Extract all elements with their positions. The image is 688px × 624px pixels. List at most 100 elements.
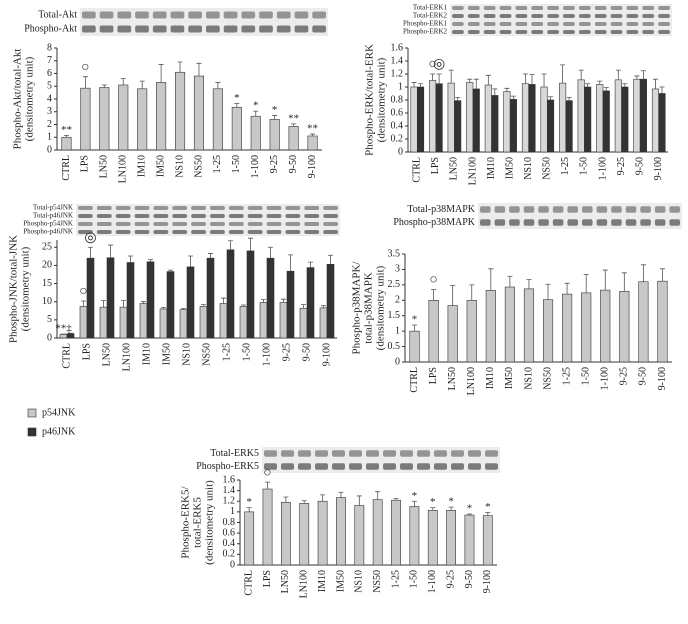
blot-band bbox=[206, 11, 220, 19]
blot-band bbox=[594, 14, 607, 18]
y-tick-label: 1.5 bbox=[388, 310, 401, 321]
blot-band bbox=[281, 463, 294, 470]
x-tick-label: IM10 bbox=[486, 157, 497, 179]
y-axis-label: Phospho-ERK/total-ERK bbox=[364, 44, 376, 156]
error-bar bbox=[578, 69, 584, 80]
blot-band bbox=[658, 30, 670, 34]
bar bbox=[86, 257, 95, 339]
bar bbox=[639, 78, 647, 153]
bar bbox=[472, 88, 480, 153]
blot-band bbox=[483, 22, 496, 26]
blot-band bbox=[228, 214, 244, 218]
error-bar bbox=[485, 74, 491, 86]
bar bbox=[503, 91, 511, 153]
y-axis-label: total-p38MAPK bbox=[363, 272, 375, 344]
error-bar bbox=[272, 115, 278, 120]
bar bbox=[657, 280, 668, 363]
error-bar bbox=[545, 283, 551, 300]
blot-band bbox=[210, 214, 225, 218]
y-axis-label: Phospho-JNK/total-JNK bbox=[8, 235, 20, 343]
blot-band bbox=[170, 11, 185, 19]
blot-band bbox=[480, 219, 491, 226]
blot-band bbox=[523, 219, 535, 226]
x-tick-label: LPS bbox=[80, 155, 91, 172]
blot-band bbox=[625, 219, 637, 226]
error-bar bbox=[455, 97, 461, 101]
blot-band bbox=[304, 230, 320, 234]
x-tick-label: CTRL bbox=[243, 570, 254, 596]
x-tick-label: NS10 bbox=[523, 157, 534, 180]
bar bbox=[409, 506, 420, 566]
blot-band bbox=[509, 206, 520, 213]
x-tick-label: LPS bbox=[430, 157, 441, 174]
legend-label: p54JNK bbox=[42, 407, 76, 418]
blot-band bbox=[452, 14, 464, 18]
blot-band bbox=[483, 30, 496, 34]
error-bar bbox=[560, 64, 566, 84]
error-bar bbox=[548, 96, 554, 100]
blot-band bbox=[99, 25, 114, 33]
annotation: ◎ bbox=[433, 57, 445, 72]
blot-band bbox=[626, 6, 639, 10]
annotation: * bbox=[234, 92, 240, 104]
y-tick-label: 0.6 bbox=[223, 527, 236, 538]
blot-band bbox=[640, 206, 651, 213]
x-tick-label: LN50 bbox=[101, 343, 112, 366]
blot-band bbox=[366, 463, 379, 470]
y-tick-label: 1.6 bbox=[223, 474, 236, 485]
y-tick-label: 0.6 bbox=[391, 107, 404, 118]
x-tick-label: IM10 bbox=[136, 155, 147, 177]
bar bbox=[523, 288, 535, 363]
bar bbox=[491, 95, 499, 153]
blot-band bbox=[285, 206, 301, 210]
bar bbox=[410, 86, 418, 153]
bar bbox=[354, 505, 365, 566]
bar bbox=[484, 84, 492, 153]
blot-band bbox=[485, 463, 498, 470]
error-bar bbox=[529, 74, 535, 85]
blot-band bbox=[191, 222, 206, 226]
error-bar bbox=[82, 76, 88, 89]
annotation: ** bbox=[307, 123, 318, 135]
x-tick-label: CTRL bbox=[61, 343, 72, 369]
error-bar bbox=[436, 73, 442, 84]
blot-band bbox=[563, 30, 575, 34]
error-bar bbox=[597, 80, 603, 85]
annotation: * bbox=[272, 104, 278, 116]
blot-band bbox=[191, 206, 206, 210]
x-tick-label: 1-50 bbox=[231, 155, 242, 173]
blot-band bbox=[582, 206, 593, 213]
error-bar bbox=[168, 269, 173, 272]
blot-band bbox=[315, 463, 328, 470]
blot-band bbox=[578, 30, 591, 34]
blot-label: Phospho-ERK1 bbox=[403, 20, 447, 28]
blot-band bbox=[452, 22, 464, 26]
bar bbox=[139, 303, 148, 339]
error-bar bbox=[265, 481, 271, 490]
blot-band bbox=[400, 450, 413, 457]
blot-band bbox=[480, 206, 491, 213]
bar bbox=[66, 333, 75, 339]
blot-band bbox=[294, 11, 309, 19]
x-tick-label: IM10 bbox=[317, 570, 328, 592]
bar bbox=[307, 135, 318, 151]
blot-band bbox=[434, 450, 447, 457]
blot-band bbox=[417, 463, 430, 470]
x-tick-label: NS50 bbox=[542, 157, 553, 180]
bar bbox=[299, 503, 310, 566]
x-tick-label: CTRL bbox=[409, 367, 420, 393]
blot-band bbox=[266, 230, 282, 234]
blot-band bbox=[210, 222, 225, 226]
blot-band bbox=[626, 14, 639, 18]
bar bbox=[621, 86, 629, 153]
blot-label: Phospho-ERK5 bbox=[196, 461, 259, 472]
x-tick-label: LPS bbox=[81, 343, 92, 360]
blot-band bbox=[596, 219, 608, 226]
bar bbox=[156, 82, 167, 151]
blot-band bbox=[285, 222, 301, 226]
bar bbox=[59, 334, 68, 339]
y-tick-label: 6 bbox=[47, 68, 52, 79]
bar bbox=[259, 302, 268, 339]
blot-band bbox=[247, 222, 263, 226]
error-bar bbox=[615, 69, 621, 80]
